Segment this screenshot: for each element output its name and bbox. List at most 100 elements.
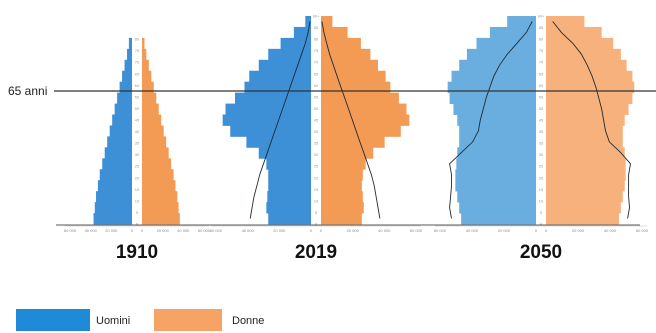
x-tick-label: 60 000 <box>636 228 649 233</box>
bar-men-35-39 <box>246 136 311 148</box>
year-label-2019: 2019 <box>295 242 337 263</box>
bar-women-85-89 <box>321 26 348 39</box>
x-tick-label: 20 000 <box>157 228 170 233</box>
bar-men-5-9 <box>94 202 132 214</box>
bar-women-55-59 <box>142 92 157 104</box>
bar-women-0-4 <box>546 213 619 225</box>
bar-women-50-54 <box>321 103 407 115</box>
bar-women-75-79 <box>142 48 147 61</box>
bar-men-75-79 <box>268 48 311 61</box>
bar-men-10-14 <box>96 191 132 203</box>
age-tick-label: 55 <box>135 94 140 99</box>
bar-men-60-64 <box>244 81 311 94</box>
bar-women-20-24 <box>142 169 174 181</box>
bar-men-80-84 <box>280 37 311 50</box>
bar-women-0-4 <box>321 213 362 225</box>
age-tick-label: 25 <box>314 164 319 169</box>
age-tick-label: 60 <box>135 83 140 88</box>
age-tick-label: 20 <box>314 175 319 180</box>
bar-women-5-9 <box>321 202 364 214</box>
age-tick-label: 75 <box>539 48 544 53</box>
bar-men-60-64 <box>119 81 132 94</box>
bar-men-5-9 <box>266 202 311 214</box>
bar-women-80-84 <box>321 37 361 50</box>
bar-men-15-19 <box>97 180 132 192</box>
bar-men-30-34 <box>457 147 536 159</box>
bar-women-70-74 <box>321 59 378 72</box>
x-tick-label: 40 000 <box>85 228 98 233</box>
age-tick-label: 30 <box>539 152 544 157</box>
age-tick-label: 80 <box>135 37 140 42</box>
bar-women-10-14 <box>321 191 363 203</box>
age-tick-label: 20 <box>135 175 140 180</box>
bar-men-75-79 <box>127 48 132 61</box>
bar-men-50-54 <box>225 103 311 115</box>
axes-layer: 60 000 40 000 20 000 0 0 20 000 40 000 60 00019… <box>56 224 649 263</box>
age-tick-label: 10 <box>135 198 140 203</box>
age-tick-label: 45 <box>314 118 319 123</box>
bar-women-40-44 <box>546 125 623 137</box>
bar-women-65-69 <box>142 70 152 83</box>
overlay-outline-women <box>552 21 631 219</box>
age-tick-label: 5 <box>315 210 318 215</box>
age-tick-label: 65 <box>539 71 544 76</box>
bar-women-70-74 <box>546 59 627 72</box>
age-tick-label: 25 <box>135 164 140 169</box>
bar-women-85-89 <box>546 26 602 39</box>
bar-women-15-19 <box>546 180 625 192</box>
bar-men-80-84 <box>476 37 536 50</box>
bar-men-85-89 <box>489 26 536 39</box>
x-tick-label: 0 <box>320 228 323 233</box>
age-tick-label: 25 <box>539 164 544 169</box>
bar-men-70-74 <box>459 59 536 72</box>
age-tick-label: 90+ <box>313 14 320 19</box>
bar-women-60-64 <box>546 81 635 94</box>
legend-swatch-men <box>16 309 90 331</box>
legend-swatch-women <box>154 309 222 331</box>
bar-men-20-24 <box>99 169 132 181</box>
bar-women-60-64 <box>321 81 391 94</box>
overlay-outline-men <box>249 21 311 219</box>
bar-women-50-54 <box>546 103 629 115</box>
bar-men-75-79 <box>466 48 536 61</box>
bar-men-15-19 <box>455 180 536 192</box>
age-tick-label: 90+ <box>538 14 545 19</box>
age-tick-label: 30 <box>135 152 140 157</box>
bar-men-20-24 <box>455 169 536 181</box>
age-tick-label: 15 <box>135 187 140 192</box>
age-tick-label: 15 <box>314 187 319 192</box>
bar-women-35-39 <box>321 136 385 148</box>
bar-men-70-74 <box>124 59 132 72</box>
x-tick-label: 40 000 <box>242 228 255 233</box>
x-tick-label: 20 000 <box>498 228 511 233</box>
bar-men-25-29 <box>102 158 132 170</box>
bar-men-70-74 <box>258 59 311 72</box>
age-tick-label: 50 <box>314 106 319 111</box>
bar-women-60-64 <box>142 81 154 94</box>
bar-women-15-19 <box>321 180 362 192</box>
age-tick-label: 85 <box>539 25 544 30</box>
x-tick-label: 20 000 <box>105 228 118 233</box>
x-tick-label: 40 000 <box>378 228 391 233</box>
bar-men-55-59 <box>117 92 132 104</box>
age-tick-label: 70 <box>539 60 544 65</box>
bar-women-25-29 <box>321 158 366 170</box>
bar-women-5-9 <box>546 202 621 214</box>
bar-men-50-54 <box>114 103 132 115</box>
age-tick-label: 80 <box>314 37 319 42</box>
bar-men-90+ <box>507 16 536 28</box>
year-label-1910: 1910 <box>116 242 158 263</box>
bar-men-5-9 <box>459 202 536 214</box>
bar-women-75-79 <box>321 48 371 61</box>
bar-women-10-14 <box>546 191 623 203</box>
bar-women-25-29 <box>142 158 172 170</box>
age-tick-label: 40 <box>539 129 544 134</box>
x-tick-label: 40 000 <box>466 228 479 233</box>
age-tick-label: 50 <box>539 106 544 111</box>
bar-men-55-59 <box>449 92 536 104</box>
bar-women-15-19 <box>142 180 176 192</box>
bar-women-70-74 <box>142 59 149 72</box>
bar-women-5-9 <box>142 202 179 214</box>
